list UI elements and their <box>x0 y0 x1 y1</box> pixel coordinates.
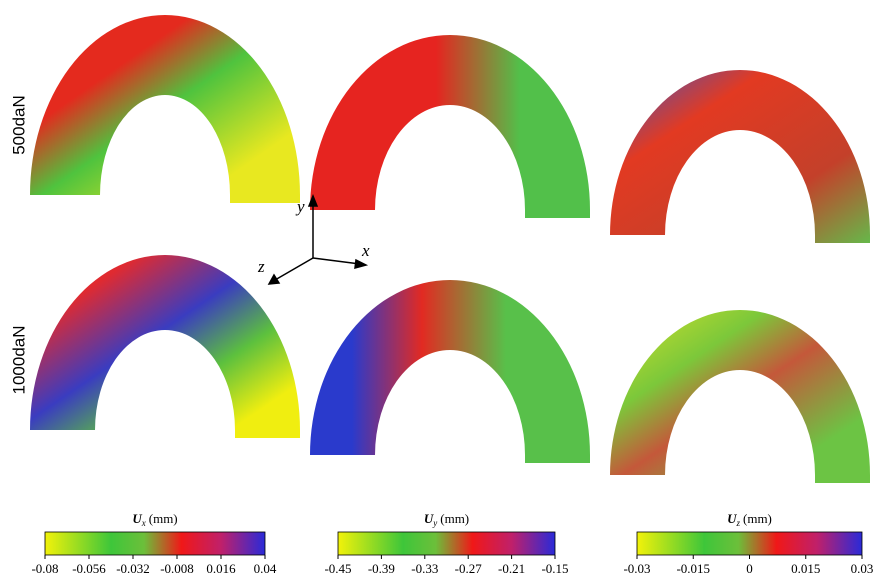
colorbar-label: Uy(mm) <box>424 511 469 528</box>
colorbar-label: Ux(mm) <box>132 511 177 528</box>
axis-label: y <box>295 197 305 216</box>
tick-label: 0.03 <box>851 561 874 576</box>
tick-label: -0.08 <box>31 561 58 576</box>
row-label: 1000daN <box>9 325 28 394</box>
tick-label: -0.015 <box>676 561 710 576</box>
subscript: y <box>432 518 437 528</box>
arch-field <box>30 255 300 438</box>
axis-label: x <box>361 241 370 260</box>
tick-label: -0.45 <box>324 561 351 576</box>
unit: (mm) <box>440 511 469 526</box>
axis-arrow <box>275 258 313 280</box>
tick-label: 0.016 <box>206 561 236 576</box>
tick-label: -0.39 <box>368 561 395 576</box>
unit: (mm) <box>743 511 772 526</box>
tick-label: -0.008 <box>160 561 194 576</box>
arrow-head <box>269 275 279 284</box>
tick-label: -0.15 <box>541 561 568 576</box>
colorbar-gradient <box>338 532 555 555</box>
tick-label: -0.056 <box>72 561 106 576</box>
tick-label: 0.015 <box>791 561 820 576</box>
tick-label: 0 <box>746 561 753 576</box>
arch-field <box>610 70 870 243</box>
colorbar-gradient <box>637 532 862 555</box>
displacement-fields <box>30 15 870 483</box>
figure: y x z 500daN 1000daN Ux(mm) -0.08 -0.056 -0… <box>0 0 878 582</box>
row-label: 500daN <box>9 95 28 155</box>
arch-field <box>310 280 590 463</box>
tick-label: -0.03 <box>623 561 650 576</box>
unit: (mm) <box>149 511 178 526</box>
tick-label: -0.032 <box>116 561 150 576</box>
arch-field <box>310 35 590 218</box>
arrow-head <box>355 260 366 268</box>
arch-field <box>30 15 300 203</box>
axis-label: z <box>257 257 265 276</box>
subscript: x <box>141 518 146 528</box>
tick-label: -0.33 <box>411 561 438 576</box>
colorbar: Uz(mm) -0.03 -0.015 0 0.015 0.03 <box>623 511 873 576</box>
colorbar: Uy(mm) -0.45 -0.39 -0.33 -0.27 -0.21 -0.15 <box>324 511 568 576</box>
arch-field <box>610 310 870 483</box>
colorbar-label: Uz(mm) <box>727 511 772 528</box>
subscript: z <box>735 518 740 528</box>
axis-arrow <box>313 258 360 264</box>
colorbar-gradient <box>45 532 265 555</box>
tick-label: -0.21 <box>498 561 525 576</box>
tick-label: -0.27 <box>455 561 483 576</box>
tick-label: 0.04 <box>254 561 277 576</box>
colorbar: Ux(mm) -0.08 -0.056 -0.032 -0.008 0.016 0.04 <box>31 511 276 576</box>
